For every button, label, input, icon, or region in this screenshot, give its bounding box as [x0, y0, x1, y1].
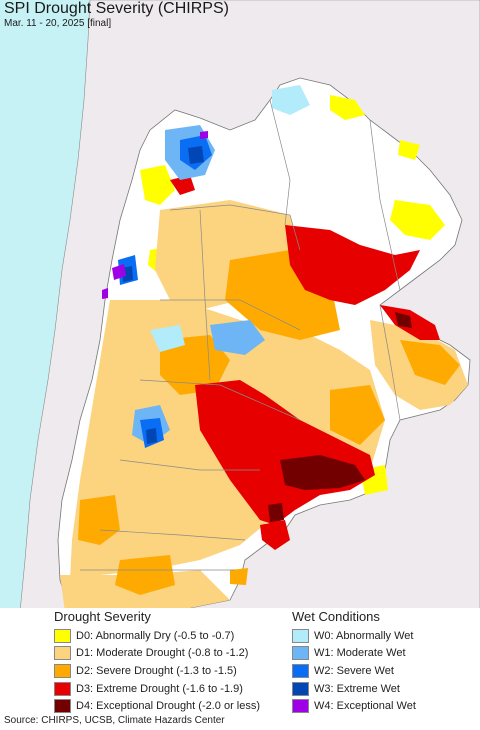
legend-swatch-w0 [292, 628, 309, 643]
legend-item-d3: D3: Extreme Drought (-1.6 to -1.9) [54, 680, 260, 698]
legend-item-w1: W1: Moderate Wet [292, 645, 416, 663]
map-subtitle: Mar. 11 - 20, 2025 [final] [4, 18, 112, 29]
legend-drought: Drought Severity D0: Abnormally Dry (-0.… [54, 608, 260, 715]
legend-item-d0: D0: Abnormally Dry (-0.5 to -0.7) [54, 627, 260, 645]
legend: Drought Severity D0: Abnormally Dry (-0.… [0, 608, 480, 715]
legend-label-d1: D1: Moderate Drought (-0.8 to -1.2) [76, 647, 249, 660]
legend-swatch-w2 [292, 663, 309, 678]
legend-label-d0: D0: Abnormally Dry (-0.5 to -0.7) [76, 629, 235, 642]
legend-item-d2: D2: Severe Drought (-1.3 to -1.5) [54, 662, 260, 680]
legend-label-d4: D4: Exceptional Drought (-2.0 or less) [76, 700, 261, 713]
source-credit: Source: CHIRPS, UCSB, Climate Hazards Ce… [4, 715, 225, 726]
legend-item-w2: W2: Severe Wet [292, 662, 416, 680]
map-title: SPI Drought Severity (CHIRPS) [4, 0, 229, 17]
legend-wet-heading: Wet Conditions [292, 609, 380, 624]
legend-label-w2: W2: Severe Wet [314, 664, 394, 677]
legend-label-w0: W0: Abnormally Wet [314, 629, 414, 642]
legend-item-w0: W0: Abnormally Wet [292, 627, 416, 645]
legend-swatch-w3 [292, 681, 309, 696]
legend-swatch-d3 [54, 681, 71, 696]
legend-swatch-d1 [54, 646, 71, 661]
legend-label-d3: D3: Extreme Drought (-1.6 to -1.9) [76, 682, 243, 695]
legend-label-d2: D2: Severe Drought (-1.3 to -1.5) [76, 664, 237, 677]
legend-item-d1: D1: Moderate Drought (-0.8 to -1.2) [54, 645, 260, 663]
legend-label-w4: W4: Exceptional Wet [314, 700, 416, 713]
legend-item-d4: D4: Exceptional Drought (-2.0 or less) [54, 697, 260, 715]
legend-swatch-d0 [54, 628, 71, 643]
legend-swatch-d4 [54, 699, 71, 714]
admin-borders [80, 99, 401, 571]
legend-swatch-w4 [292, 699, 309, 714]
legend-swatch-d2 [54, 663, 71, 678]
legend-label-w1: W1: Moderate Wet [314, 647, 406, 660]
drought-patches [60, 95, 468, 612]
wet-patches [102, 85, 310, 448]
legend-label-w3: W3: Extreme Wet [314, 682, 400, 695]
drought-map [0, 0, 480, 612]
legend-wet: Wet Conditions W0: Abnormally Wet W1: Mo… [292, 608, 416, 715]
legend-item-w4: W4: Exceptional Wet [292, 697, 416, 715]
legend-item-w3: W3: Extreme Wet [292, 680, 416, 698]
legend-drought-heading: Drought Severity [54, 609, 151, 624]
legend-swatch-w1 [292, 646, 309, 661]
